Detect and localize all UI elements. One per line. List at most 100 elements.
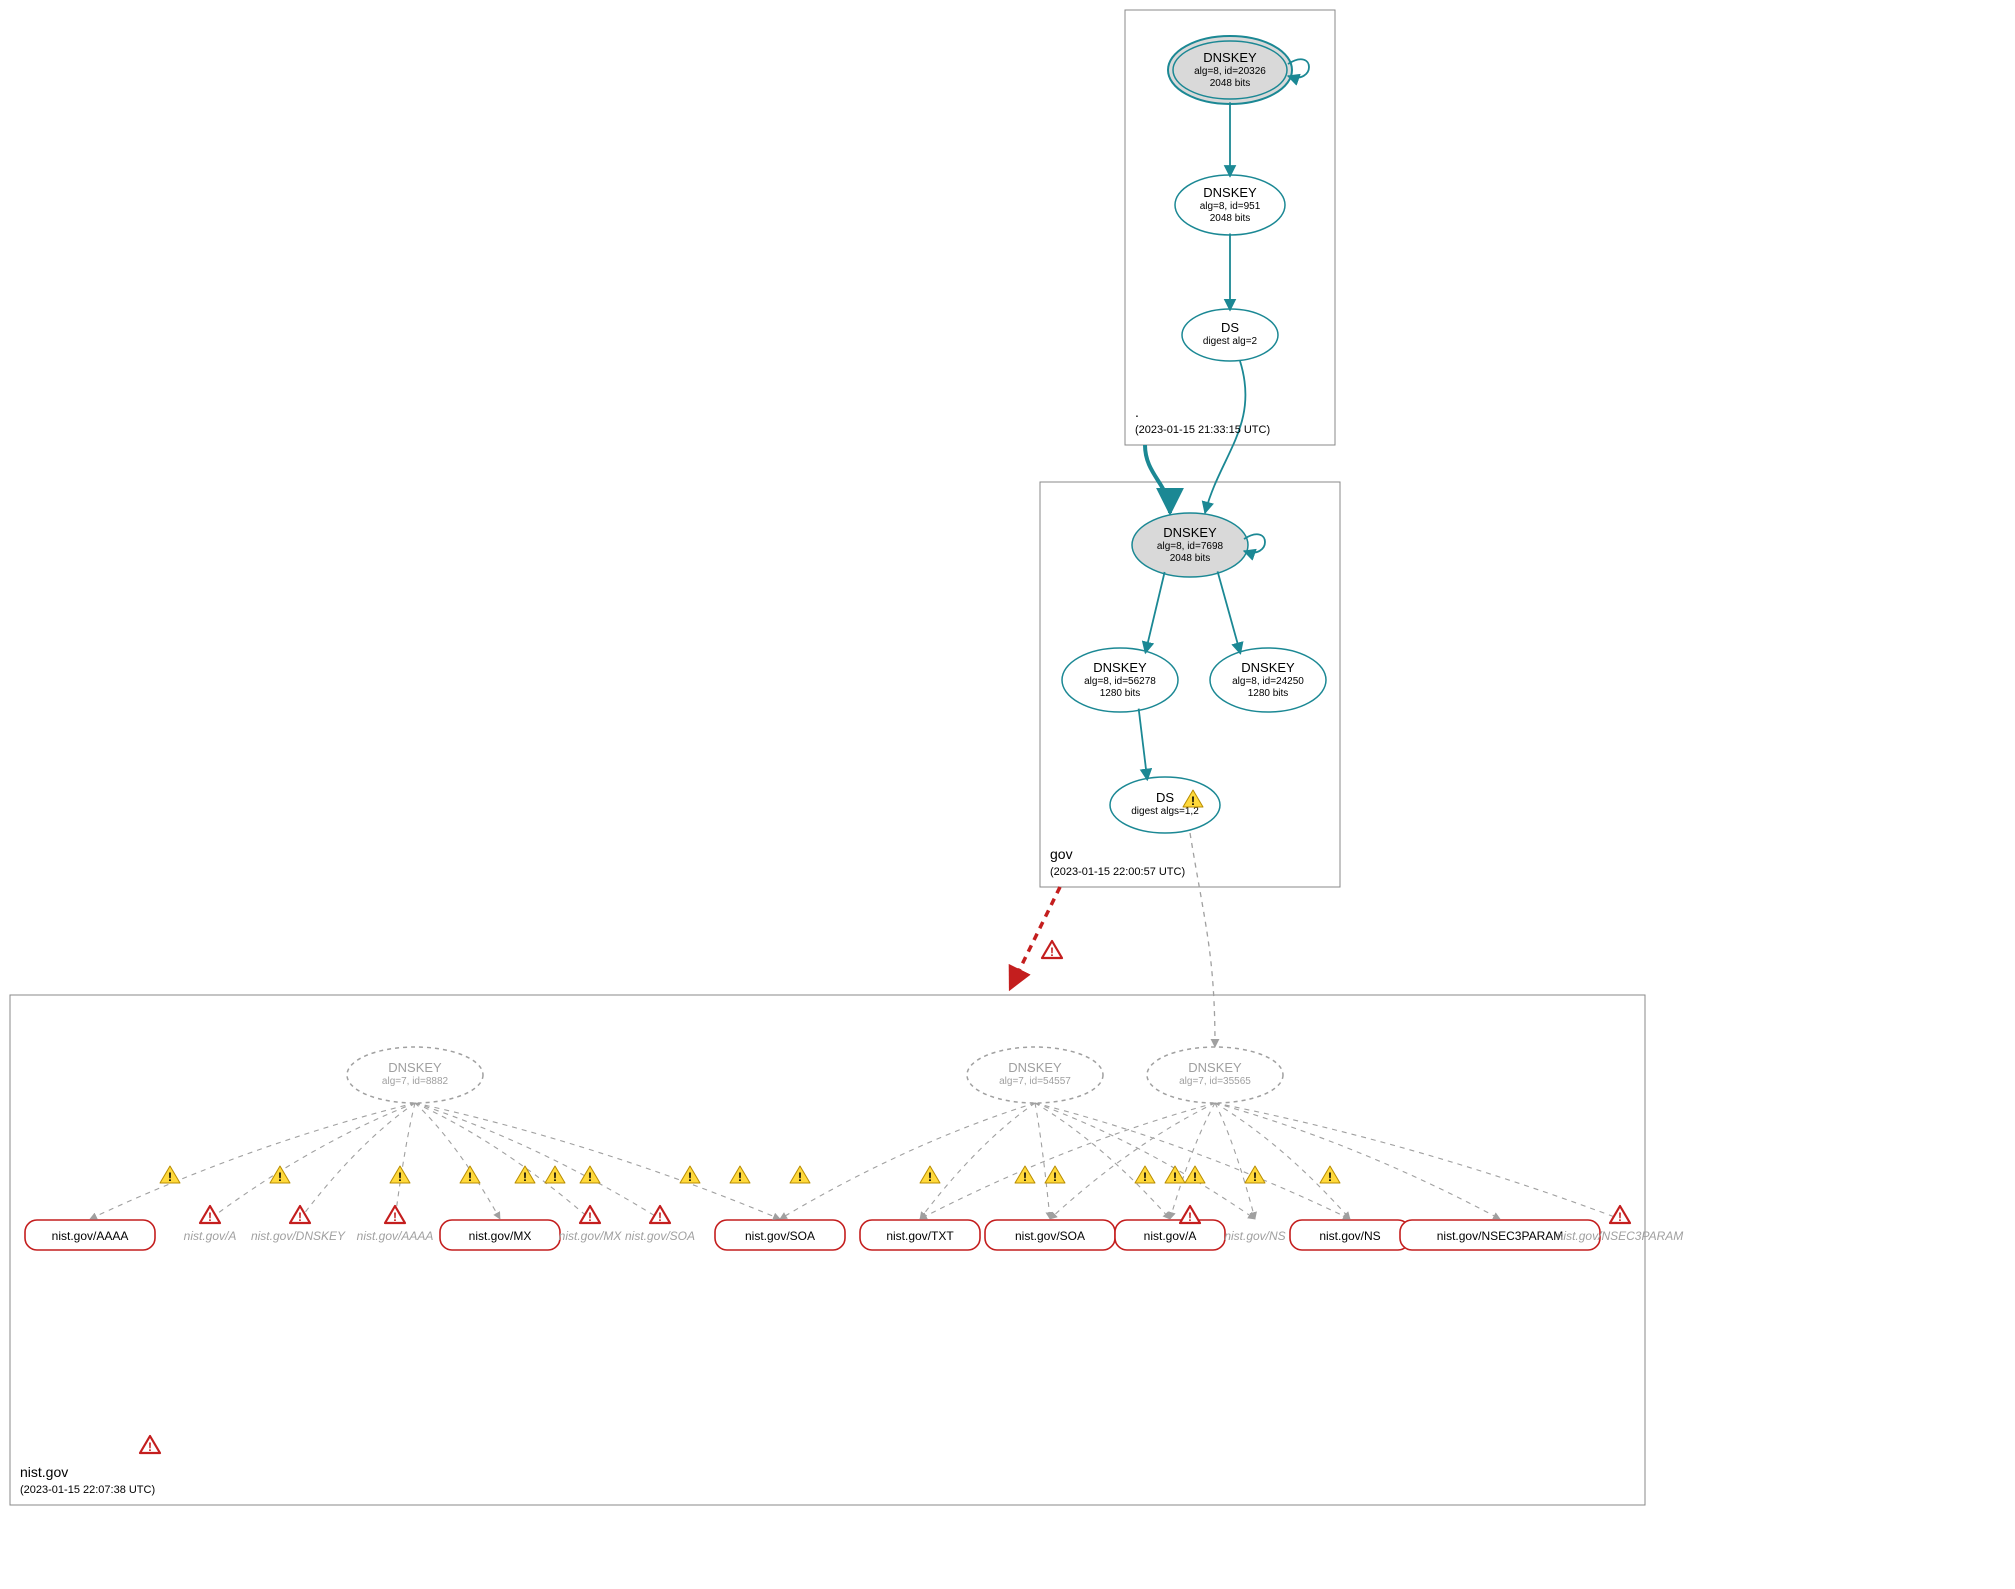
node-gov_ksk: DNSKEYalg=8, id=76982048 bits xyxy=(1132,513,1248,577)
node-line: 2048 bits xyxy=(1170,553,1211,564)
svg-text:!: ! xyxy=(1023,1170,1027,1184)
warning-icon: ! xyxy=(920,1166,940,1184)
edge-dashed xyxy=(920,1103,1035,1219)
svg-text:!: ! xyxy=(468,1170,472,1184)
zone-label-gov: gov xyxy=(1050,846,1073,862)
edge-dashed xyxy=(1170,1103,1215,1219)
zone-timestamp-nist: (2023-01-15 22:07:38 UTC) xyxy=(20,1484,155,1496)
node-line: DNSKEY xyxy=(1188,1060,1242,1075)
warning-icon: ! xyxy=(270,1166,290,1184)
svg-text:!: ! xyxy=(1173,1170,1177,1184)
warning-icon: ! xyxy=(460,1166,480,1184)
node-gov_ds: DSdigest algs=1,2! xyxy=(1110,777,1220,833)
edge-dashed xyxy=(1035,1103,1255,1219)
node-line: alg=8, id=20326 xyxy=(1194,66,1266,77)
rrset-label: nist.gov/NSEC3PARAM xyxy=(1437,1229,1564,1243)
warning-icon: ! xyxy=(1135,1166,1155,1184)
rrset-label-gray: nist.gov/A xyxy=(184,1229,237,1243)
error-icon: ! xyxy=(290,1206,310,1224)
warning-icon: ! xyxy=(1320,1166,1340,1184)
zone-label-nist: nist.gov xyxy=(20,1464,68,1480)
zone-label-root: . xyxy=(1135,404,1139,420)
rrset-label: nist.gov/AAAA xyxy=(52,1229,129,1243)
svg-text:!: ! xyxy=(393,1210,397,1224)
error-icon: ! xyxy=(1180,1206,1200,1224)
error-icon: ! xyxy=(140,1436,160,1454)
svg-text:!: ! xyxy=(1253,1170,1257,1184)
edge-dashed xyxy=(1050,1103,1215,1219)
node-root_ds: DSdigest alg=2 xyxy=(1182,309,1278,361)
warning-icon: ! xyxy=(515,1166,535,1184)
node-nist_key2: DNSKEYalg=7, id=54557 xyxy=(967,1047,1103,1103)
error-icon: ! xyxy=(200,1206,220,1224)
node-gov_zsk2: DNSKEYalg=8, id=242501280 bits xyxy=(1210,648,1326,712)
node-line: digest alg=2 xyxy=(1203,336,1258,347)
rrset-label: nist.gov/A xyxy=(1144,1229,1197,1243)
zone-timestamp-gov: (2023-01-15 22:00:57 UTC) xyxy=(1050,866,1185,878)
node-nist_key3: DNSKEYalg=7, id=35565 xyxy=(1147,1047,1283,1103)
rrset-label: nist.gov/TXT xyxy=(886,1229,954,1243)
node-line: DNSKEY xyxy=(1163,525,1217,540)
edge-gov-to-nist-red xyxy=(1010,887,1060,989)
svg-text:!: ! xyxy=(208,1210,212,1224)
svg-text:!: ! xyxy=(1143,1170,1147,1184)
node-line: alg=8, id=24250 xyxy=(1232,676,1304,687)
node-root_ksk: DNSKEYalg=8, id=203262048 bits xyxy=(1168,36,1292,104)
node-line: alg=8, id=7698 xyxy=(1157,541,1224,552)
node-line: alg=7, id=54557 xyxy=(999,1076,1071,1087)
svg-text:!: ! xyxy=(588,1170,592,1184)
node-line: DNSKEY xyxy=(388,1060,442,1075)
node-line: DNSKEY xyxy=(1093,660,1147,675)
edge-dashed xyxy=(395,1103,415,1219)
node-line: alg=7, id=8882 xyxy=(382,1076,449,1087)
node-nist_key1: DNSKEYalg=7, id=8882 xyxy=(347,1047,483,1103)
edge-dashed xyxy=(1035,1103,1350,1219)
edge xyxy=(1145,572,1164,653)
node-gov_zsk1: DNSKEYalg=8, id=562781280 bits xyxy=(1062,648,1178,712)
node-line: alg=7, id=35565 xyxy=(1179,1076,1251,1087)
node-line: DNSKEY xyxy=(1203,50,1257,65)
edge xyxy=(1139,709,1148,780)
rrset-label: nist.gov/MX xyxy=(469,1229,532,1243)
svg-text:!: ! xyxy=(553,1170,557,1184)
node-line: alg=8, id=951 xyxy=(1200,201,1261,212)
edge xyxy=(1218,571,1241,653)
node-line: 1280 bits xyxy=(1248,688,1289,699)
svg-text:!: ! xyxy=(1053,1170,1057,1184)
warning-icon: ! xyxy=(160,1166,180,1184)
edge-dashed xyxy=(1215,1103,1620,1219)
edge-dashed xyxy=(415,1103,590,1219)
node-line: 1280 bits xyxy=(1100,688,1141,699)
warning-icon: ! xyxy=(390,1166,410,1184)
svg-text:!: ! xyxy=(1618,1210,1622,1224)
warning-icon: ! xyxy=(545,1166,565,1184)
node-line: digest algs=1,2 xyxy=(1131,806,1199,817)
node-line: DS xyxy=(1221,320,1239,335)
edge-dashed xyxy=(1215,1103,1255,1219)
svg-text:!: ! xyxy=(1328,1170,1332,1184)
svg-text:!: ! xyxy=(928,1170,932,1184)
edge-dashed xyxy=(1035,1103,1050,1219)
warning-icon: ! xyxy=(1045,1166,1065,1184)
warning-icon: ! xyxy=(1165,1166,1185,1184)
zone-timestamp-root: (2023-01-15 21:33:15 UTC) xyxy=(1135,424,1270,436)
node-line: alg=8, id=56278 xyxy=(1084,676,1156,687)
svg-text:!: ! xyxy=(798,1170,802,1184)
warning-icon: ! xyxy=(1015,1166,1035,1184)
edge-dashed xyxy=(90,1103,415,1219)
rrset-label-gray: nist.gov/SOA xyxy=(625,1229,695,1243)
error-icon: ! xyxy=(385,1206,405,1224)
warning-icon: ! xyxy=(730,1166,750,1184)
svg-text:!: ! xyxy=(1193,1170,1197,1184)
node-line: DNSKEY xyxy=(1008,1060,1062,1075)
svg-text:!: ! xyxy=(523,1170,527,1184)
node-line: DNSKEY xyxy=(1241,660,1295,675)
edge-ds-to-gov xyxy=(1205,361,1245,513)
warning-icon: ! xyxy=(680,1166,700,1184)
warning-icon: ! xyxy=(790,1166,810,1184)
edge-dashed xyxy=(1215,1103,1500,1219)
node-root_zsk: DNSKEYalg=8, id=9512048 bits xyxy=(1175,175,1285,235)
rrset-label: nist.gov/SOA xyxy=(1015,1229,1085,1243)
rrset-label-gray: nist.gov/MX xyxy=(559,1229,623,1243)
edge-dashed xyxy=(1035,1103,1170,1219)
